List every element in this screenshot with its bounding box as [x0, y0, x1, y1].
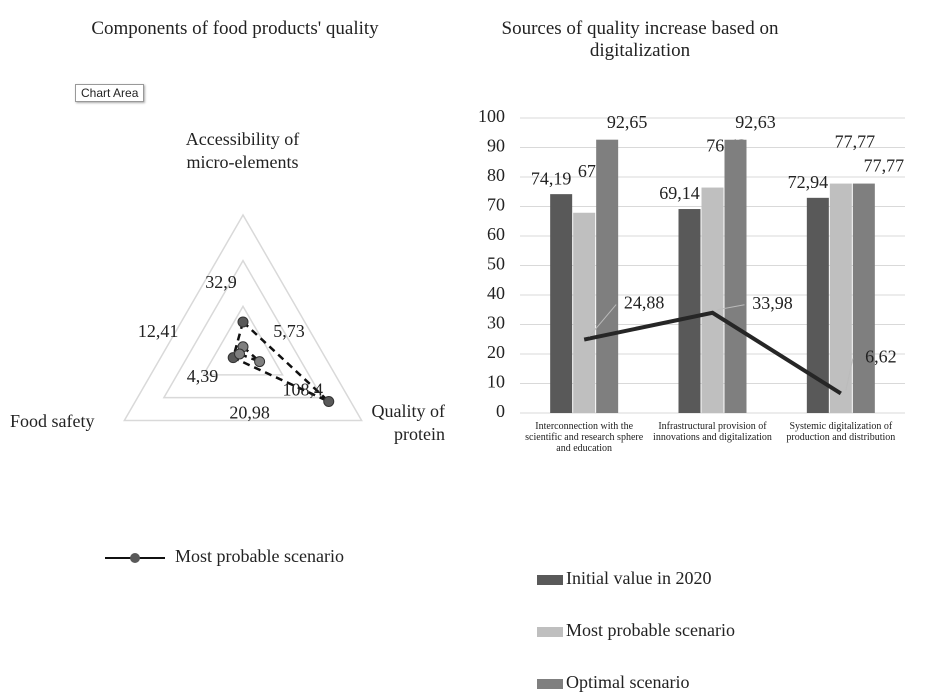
- y-tick-label: 70: [487, 195, 505, 215]
- radar-point: [254, 356, 266, 368]
- y-tick-label: 30: [487, 313, 505, 333]
- legend-label: Most probable scenario: [566, 620, 735, 640]
- radar-line: [231, 319, 330, 403]
- tooltip: Chart Area: [75, 84, 145, 102]
- data-label: 6,62: [865, 347, 897, 367]
- grid-line: [162, 259, 324, 399]
- y-tick-label: 20: [487, 342, 505, 362]
- leader-line: [717, 304, 745, 311]
- y-tick-label: 100: [478, 106, 505, 126]
- data-label: 4,39: [187, 366, 219, 386]
- line: [583, 310, 842, 396]
- x-tick-label: Infrastructural provision of innovations…: [653, 421, 772, 443]
- data-label: 92,65: [607, 112, 648, 132]
- bar: [806, 197, 829, 413]
- y-tick-label: 40: [487, 283, 505, 303]
- data-label: 20,98: [229, 403, 270, 423]
- grid-line: [123, 213, 363, 422]
- legend-label: Optimal scenario: [566, 672, 689, 692]
- data-label: 108,4: [282, 380, 323, 400]
- y-tick-label: 80: [487, 165, 505, 185]
- axis-label: Accessibility of micro-elements: [185, 129, 300, 172]
- radar-point: [237, 316, 249, 328]
- x-tick-label: Interconnection with the scientific and …: [525, 421, 644, 454]
- data-label: 33,98: [752, 293, 793, 313]
- bar: [724, 139, 747, 413]
- data-label: 72,94: [788, 172, 829, 192]
- y-tick-label: 60: [487, 224, 505, 244]
- axis-label: Food safety: [10, 411, 95, 431]
- data-label: 77,77: [835, 132, 876, 152]
- y-tick-label: 50: [487, 254, 505, 274]
- chart-title: Components of food products' quality: [91, 18, 379, 39]
- legend-marker: [130, 553, 140, 563]
- bar: [829, 183, 852, 413]
- data-label: 77,77: [864, 156, 905, 176]
- y-tick-label: 90: [487, 136, 505, 156]
- radar-point: [323, 396, 335, 408]
- legend-swatch: [537, 627, 563, 637]
- bar: [550, 194, 573, 413]
- bar: [701, 187, 724, 413]
- data-label: 69,14: [659, 183, 700, 203]
- y-tick-label: 0: [496, 401, 505, 421]
- data-label: 12,41: [138, 321, 179, 341]
- bar: [596, 139, 619, 413]
- data-label: 74,19: [531, 168, 572, 188]
- y-tick-label: 10: [487, 372, 505, 392]
- bar: [573, 212, 596, 413]
- bar: [852, 183, 875, 413]
- leader-line: [588, 304, 617, 337]
- data-label: 92,63: [735, 112, 776, 132]
- data-label: 5,73: [273, 321, 305, 341]
- legend-label: Most probable scenario: [175, 546, 344, 566]
- data-label: 24,88: [624, 293, 665, 313]
- data-label: 32,9: [205, 272, 237, 292]
- chart-title: Sources of quality increase based on dig…: [501, 18, 779, 61]
- legend-swatch: [537, 679, 563, 689]
- x-tick-label: Systemic digitalization of production an…: [786, 421, 896, 443]
- leader-line: [845, 358, 854, 391]
- bar: [678, 209, 701, 413]
- legend-swatch: [537, 575, 563, 585]
- axis-label: Quality of protein: [371, 401, 446, 444]
- radar-point: [234, 348, 246, 360]
- legend-label: Initial value in 2020: [566, 568, 711, 588]
